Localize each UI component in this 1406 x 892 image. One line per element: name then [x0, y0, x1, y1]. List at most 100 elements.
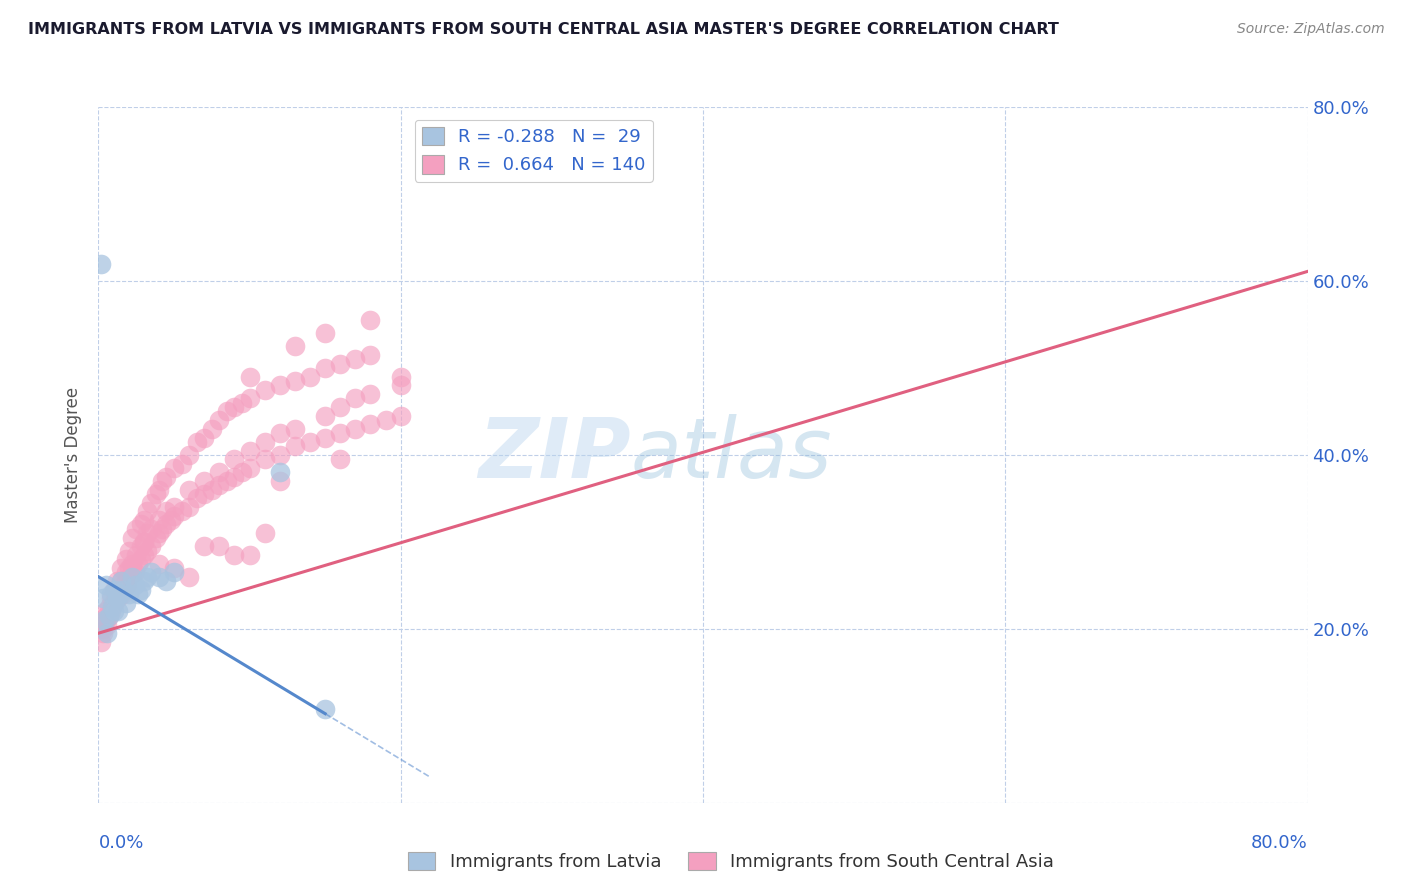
Text: 0.0%: 0.0% [98, 834, 143, 852]
Point [90, 635, 112, 649]
Point [101, 600, 124, 615]
Point [91, 591, 114, 606]
Point [103, 596, 125, 610]
Point [239, 461, 262, 475]
Legend: Immigrants from Latvia, Immigrants from South Central Asia: Immigrants from Latvia, Immigrants from … [401, 845, 1062, 879]
Point [170, 504, 193, 518]
Point [141, 522, 163, 536]
Point [224, 469, 246, 483]
Point [374, 413, 396, 427]
Point [108, 587, 131, 601]
Point [115, 578, 138, 592]
Point [201, 422, 224, 436]
Point [107, 587, 129, 601]
Point [132, 574, 155, 588]
Point [121, 531, 143, 545]
Point [344, 422, 367, 436]
Point [135, 526, 157, 541]
Point [141, 539, 163, 553]
Point [284, 439, 307, 453]
Point [148, 526, 170, 541]
Point [179, 570, 201, 584]
Point [129, 517, 152, 532]
Point [150, 522, 173, 536]
Point [163, 461, 186, 475]
Point [141, 496, 163, 510]
Point [98, 608, 121, 623]
Point [360, 417, 382, 432]
Point [148, 483, 170, 497]
Point [145, 531, 167, 545]
Point [93, 617, 115, 632]
Point [107, 605, 129, 619]
Point [163, 561, 186, 575]
Point [201, 483, 224, 497]
Point [231, 466, 253, 480]
Point [299, 434, 322, 449]
Point [125, 522, 148, 536]
Point [110, 561, 132, 575]
Point [253, 526, 276, 541]
Point [110, 574, 132, 588]
Point [329, 400, 352, 414]
Point [155, 469, 177, 483]
Point [344, 352, 367, 367]
Point [269, 466, 291, 480]
Point [360, 313, 382, 327]
Point [103, 582, 125, 597]
Point [215, 404, 238, 418]
Point [224, 452, 246, 467]
Point [163, 500, 186, 514]
Point [193, 474, 215, 488]
Text: atlas: atlas [630, 415, 832, 495]
Point [170, 457, 193, 471]
Point [186, 491, 208, 506]
Point [208, 466, 231, 480]
Point [100, 587, 122, 601]
Point [100, 591, 122, 606]
Point [360, 387, 382, 401]
Point [208, 539, 231, 553]
Point [141, 566, 163, 580]
Point [96, 617, 118, 632]
Point [186, 434, 208, 449]
Point [132, 534, 155, 549]
Point [132, 513, 155, 527]
Point [94, 578, 117, 592]
Point [127, 587, 149, 601]
Point [163, 508, 186, 523]
Point [121, 561, 143, 575]
Point [94, 608, 117, 623]
Point [98, 608, 121, 623]
Point [314, 702, 336, 716]
Point [135, 504, 157, 518]
Point [239, 443, 262, 458]
Point [118, 543, 141, 558]
Point [118, 570, 141, 584]
Point [112, 578, 135, 592]
Point [389, 378, 412, 392]
Point [135, 543, 157, 558]
Point [90, 256, 112, 270]
Point [329, 426, 352, 441]
Point [299, 369, 322, 384]
Point [104, 591, 127, 606]
Point [224, 400, 246, 414]
Point [124, 578, 146, 592]
Point [108, 587, 131, 601]
Point [129, 539, 152, 553]
Point [269, 426, 291, 441]
Point [107, 591, 129, 606]
Point [239, 369, 262, 384]
Point [329, 357, 352, 371]
Point [100, 605, 122, 619]
Point [253, 434, 276, 449]
Point [269, 448, 291, 462]
Point [148, 513, 170, 527]
Point [179, 483, 201, 497]
Point [129, 552, 152, 566]
Point [360, 348, 382, 362]
Point [135, 570, 157, 584]
Point [179, 448, 201, 462]
Point [193, 487, 215, 501]
